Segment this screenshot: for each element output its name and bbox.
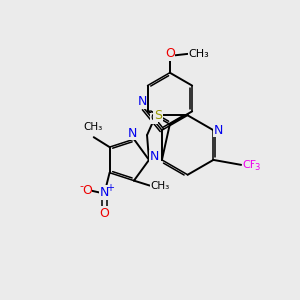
Text: N: N bbox=[127, 127, 137, 140]
Text: N: N bbox=[214, 124, 223, 137]
Text: CF: CF bbox=[242, 160, 256, 170]
Text: +: + bbox=[106, 183, 114, 193]
Text: CH₃: CH₃ bbox=[189, 49, 209, 59]
Text: N: N bbox=[100, 186, 109, 199]
Text: C: C bbox=[150, 113, 158, 123]
Text: 3: 3 bbox=[254, 163, 260, 172]
Text: O: O bbox=[165, 47, 175, 60]
Text: CH₃: CH₃ bbox=[151, 181, 170, 190]
Text: S: S bbox=[154, 109, 162, 122]
Text: N: N bbox=[137, 95, 147, 108]
Text: CH₃: CH₃ bbox=[83, 122, 102, 132]
Text: O: O bbox=[82, 184, 92, 197]
Text: -: - bbox=[80, 181, 84, 190]
Text: N: N bbox=[149, 150, 159, 164]
Text: O: O bbox=[100, 207, 110, 220]
